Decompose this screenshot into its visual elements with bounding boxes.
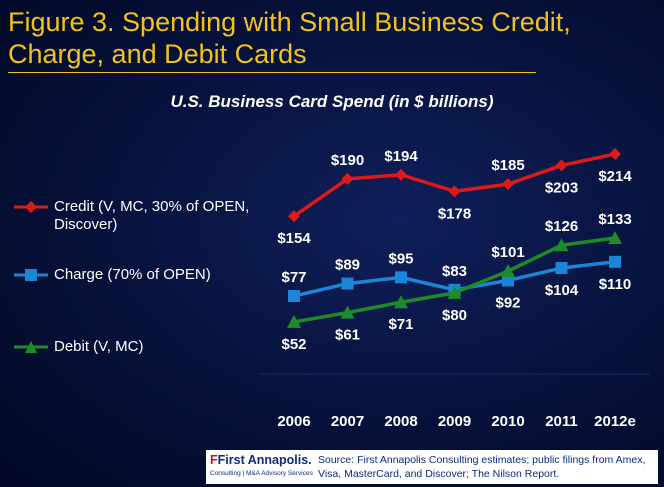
data-point-credit [448,185,461,198]
data-label-debit: $101 [491,244,524,261]
legend-label-credit: Credit (V, MC, 30% of OPEN, Discover) [54,198,250,233]
x-tick-label: 2009 [438,413,471,430]
data-point-credit [609,148,621,161]
data-point-debit [287,314,301,328]
data-label-charge: $92 [495,294,520,311]
data-point-credit [502,178,514,191]
data-point-charge [555,262,568,275]
data-point-debit [501,264,515,278]
data-label-credit: $190 [331,152,364,169]
x-tick-label: 2012e [594,413,636,430]
figure-title: Figure 3. Spending with Small Business C… [8,7,571,69]
data-label-charge: $95 [388,250,413,267]
x-tick-label: 2011 [545,413,578,430]
data-label-credit: $194 [384,148,418,165]
data-point-debit [608,230,622,244]
data-label-credit: $154 [277,230,311,247]
data-label-charge: $89 [335,257,360,274]
source-footer: FFirst Annapolis. Consulting | M&A Advis… [206,450,658,484]
data-point-credit [555,159,568,172]
fa-monogram-icon: F [210,453,218,467]
logo-tagline: Consulting | M&A Advisory Services [210,470,313,477]
company-logo: FFirst Annapolis. Consulting | M&A Advis… [210,453,313,481]
plot-area [287,148,622,328]
data-label-charge: $110 [599,276,632,293]
data-point-charge [609,255,621,268]
legend-item-debit: Debit (V, MC) [12,338,272,356]
chart-title: U.S. Business Card Spend (in $ billions) [170,92,494,111]
x-tick-label: 2006 [277,413,310,430]
x-tick-label: 2010 [491,413,524,430]
data-label-debit: $61 [335,327,360,344]
data-label-debit: $126 [545,218,578,235]
x-tick-label: 2008 [384,413,417,430]
data-label-debit: $80 [442,307,467,324]
data-label-credit: $214 [598,168,632,185]
legend-swatch-credit [14,201,48,213]
data-point-debit [447,285,462,299]
title-underline [8,72,536,73]
logo-name: FFirst Annapolis. [210,453,312,467]
data-point-charge [341,277,354,290]
legend-item-charge: Charge (70% of OPEN) [12,266,272,284]
data-point-credit [288,210,300,223]
data-label-charge: $104 [545,282,579,299]
data-point-debit [554,238,569,252]
data-point-charge [288,290,300,303]
legend-label-debit: Debit (V, MC) [54,338,144,355]
legend-label-charge: Charge (70% of OPEN) [54,266,211,283]
data-point-charge [502,274,514,287]
legend-item-credit: Credit (V, MC, 30% of OPEN, Discover) [12,198,272,234]
data-label-charge: $83 [442,263,467,280]
data-label-layer: $154 $190 $194 $178 $185 $203 $214 $77 $89 $95 $83… [277,148,632,353]
data-point-charge [395,271,407,284]
data-point-debit [394,295,408,309]
data-label-charge: $77 [281,269,306,286]
data-label-credit: $185 [491,157,524,174]
data-label-credit: $203 [545,179,578,196]
legend-swatch-charge [14,269,48,281]
x-tick-label: 2007 [331,413,364,430]
data-label-credit: $178 [438,205,471,222]
data-point-debit [340,305,355,319]
source-note: Source: First Annapolis Consulting estim… [318,454,646,480]
data-point-credit [341,172,354,185]
legend-swatch-debit [14,341,48,353]
data-label-debit: $133 [598,211,631,228]
data-label-debit: $71 [388,316,413,333]
x-tick-layer: 2006 2007 2008 2009 2010 2011 2012e [277,413,636,430]
data-label-debit: $52 [281,336,306,353]
data-point-credit [395,168,407,181]
